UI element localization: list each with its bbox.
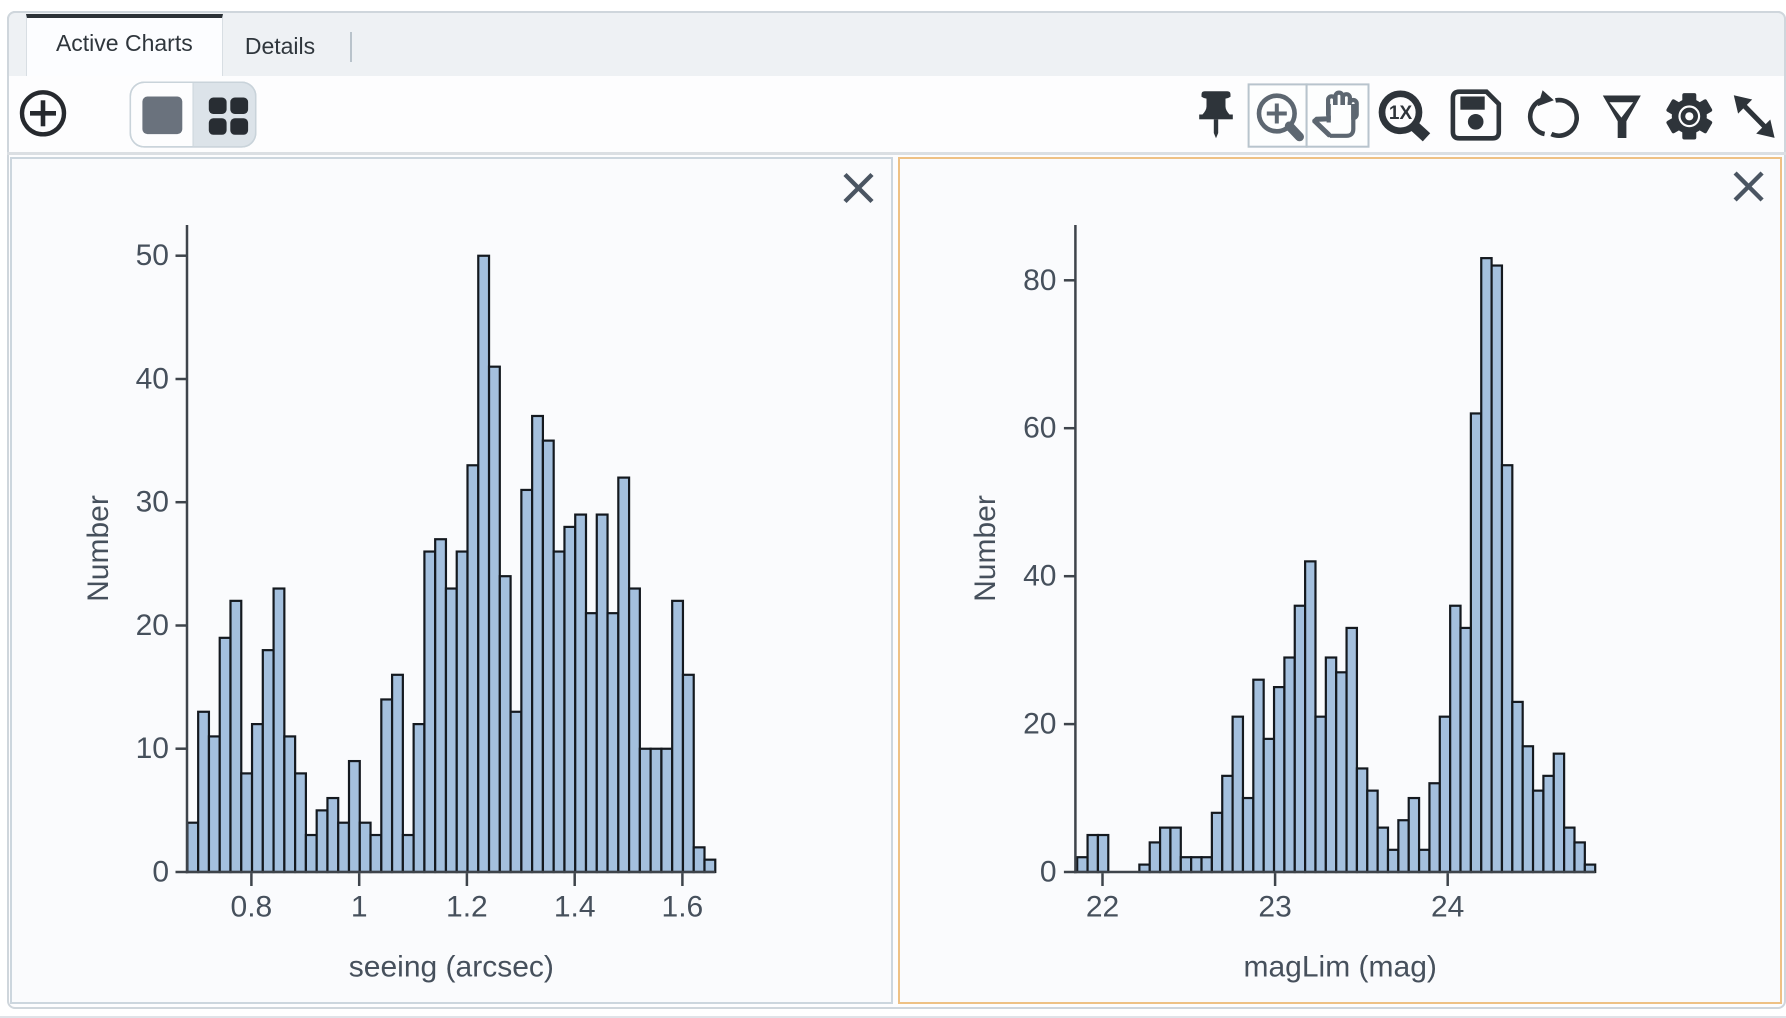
svg-text:1.2: 1.2 xyxy=(446,891,488,924)
svg-text:24: 24 xyxy=(1431,891,1464,924)
svg-text:22: 22 xyxy=(1086,891,1119,924)
svg-text:1.4: 1.4 xyxy=(554,891,596,924)
svg-text:23: 23 xyxy=(1258,891,1291,924)
svg-text:30: 30 xyxy=(136,486,169,519)
svg-text:Number: Number xyxy=(969,495,1002,602)
svg-text:0.8: 0.8 xyxy=(231,891,273,924)
svg-text:40: 40 xyxy=(136,363,169,396)
svg-text:80: 80 xyxy=(1023,264,1056,297)
svg-text:10: 10 xyxy=(136,732,169,765)
svg-text:magLim (mag): magLim (mag) xyxy=(1244,951,1437,984)
svg-text:Number: Number xyxy=(82,495,115,602)
svg-text:20: 20 xyxy=(1023,708,1056,741)
svg-text:40: 40 xyxy=(1023,560,1056,593)
svg-text:1.6: 1.6 xyxy=(662,891,704,924)
svg-text:1X: 1X xyxy=(1389,103,1413,124)
svg-text:60: 60 xyxy=(1023,412,1056,445)
svg-text:1: 1 xyxy=(351,891,368,924)
svg-text:50: 50 xyxy=(136,239,169,272)
svg-text:0: 0 xyxy=(1040,856,1057,889)
svg-text:20: 20 xyxy=(136,609,169,642)
svg-text:0: 0 xyxy=(152,856,169,889)
svg-text:seeing (arcsec): seeing (arcsec) xyxy=(349,951,554,984)
